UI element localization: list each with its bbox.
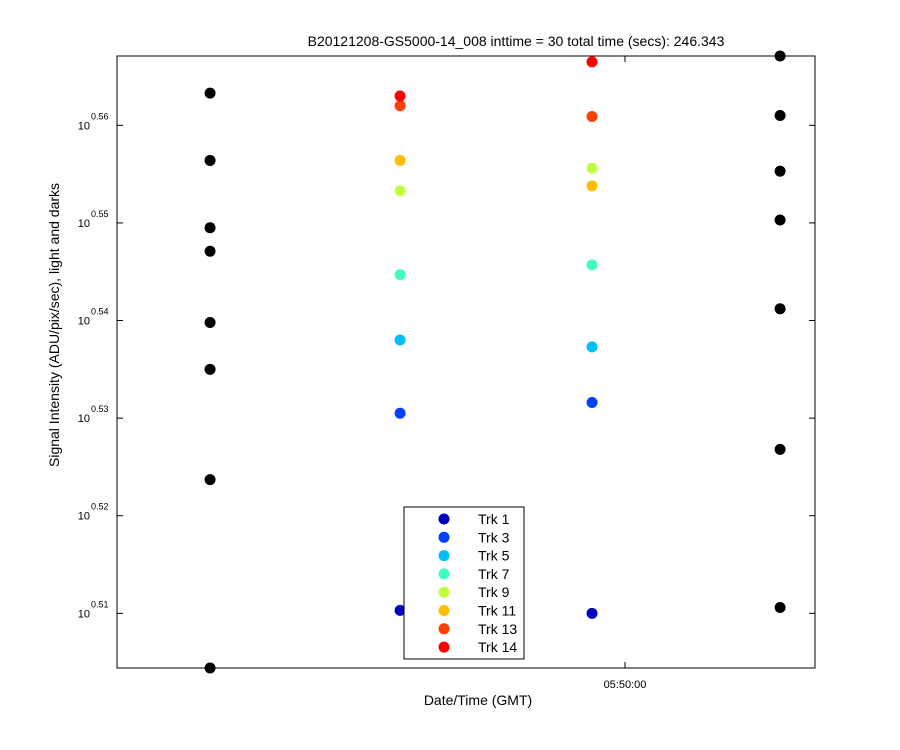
data-point <box>394 269 406 281</box>
data-point <box>204 154 216 166</box>
legend-label: Trk 5 <box>478 548 510 564</box>
y-tick-label-base: 10 <box>78 608 90 620</box>
x-tick-label: 05:50:00 <box>604 679 647 691</box>
legend: Trk 1 Trk 3 Trk 5 Trk 7 Trk 9 Trk 11 Trk 13 Trk… <box>403 506 525 660</box>
legend-marker <box>438 550 450 562</box>
data-point <box>204 662 216 674</box>
data-point <box>586 56 598 68</box>
legend-label: Trk 9 <box>478 584 510 600</box>
y-tick-label-exponent: 0.52 <box>91 502 109 512</box>
legend-label: Trk 11 <box>478 603 516 619</box>
data-point <box>394 100 406 112</box>
data-point <box>204 245 216 257</box>
x-axis-ticks: 05:50:00 <box>604 56 647 691</box>
legend-label: Trk 7 <box>478 566 510 582</box>
data-points <box>204 50 786 674</box>
data-point <box>774 601 786 613</box>
y-tick-label-base: 10 <box>78 316 90 328</box>
data-point <box>586 111 598 123</box>
data-point <box>394 334 406 346</box>
data-point <box>586 607 598 619</box>
data-point <box>394 407 406 419</box>
data-point <box>586 341 598 353</box>
legend-marker <box>438 531 450 543</box>
legend-marker <box>438 605 450 616</box>
legend-marker <box>438 568 450 580</box>
data-point <box>774 214 786 226</box>
data-point <box>774 110 786 122</box>
legend-marker <box>438 513 450 525</box>
data-point <box>204 87 216 99</box>
data-point <box>204 474 216 486</box>
y-tick-label-exponent: 0.54 <box>91 307 109 317</box>
data-point <box>774 303 786 315</box>
legend-label: Trk 14 <box>478 639 517 655</box>
y-tick-label-base: 10 <box>78 120 90 132</box>
data-point <box>774 50 786 62</box>
y-tick-label-base: 10 <box>78 413 90 425</box>
data-point <box>394 154 406 166</box>
data-point <box>204 363 216 375</box>
data-point <box>204 222 216 234</box>
legend-box <box>403 506 525 660</box>
data-point <box>586 162 598 174</box>
y-tick-label-exponent: 0.53 <box>91 404 109 414</box>
data-point <box>204 316 216 328</box>
data-point <box>586 397 598 409</box>
y-tick-label-base: 10 <box>78 218 90 230</box>
chart-title: B20121208-GS5000-14_008 inttime = 30 tot… <box>308 33 725 49</box>
y-axis-label: Signal Intensity (ADU/pix/sec), light an… <box>46 183 62 467</box>
data-point <box>394 90 406 102</box>
y-tick-label-exponent: 0.55 <box>91 209 109 219</box>
x-axis-label: Date/Time (GMT) <box>424 692 532 708</box>
legend-marker <box>438 623 450 635</box>
legend-label: Trk 1 <box>478 511 510 527</box>
y-tick-label-exponent: 0.51 <box>91 599 109 609</box>
legend-marker <box>438 586 450 598</box>
data-point <box>586 180 598 192</box>
legend-label: Trk 3 <box>478 529 510 545</box>
data-point <box>774 443 786 455</box>
y-tick-label-exponent: 0.56 <box>91 111 109 121</box>
data-point <box>774 165 786 177</box>
data-point <box>394 604 406 616</box>
data-point <box>394 185 406 197</box>
y-tick-label-base: 10 <box>78 511 90 523</box>
legend-marker <box>438 641 450 653</box>
legend-label: Trk 13 <box>478 621 517 637</box>
data-point <box>586 259 598 271</box>
